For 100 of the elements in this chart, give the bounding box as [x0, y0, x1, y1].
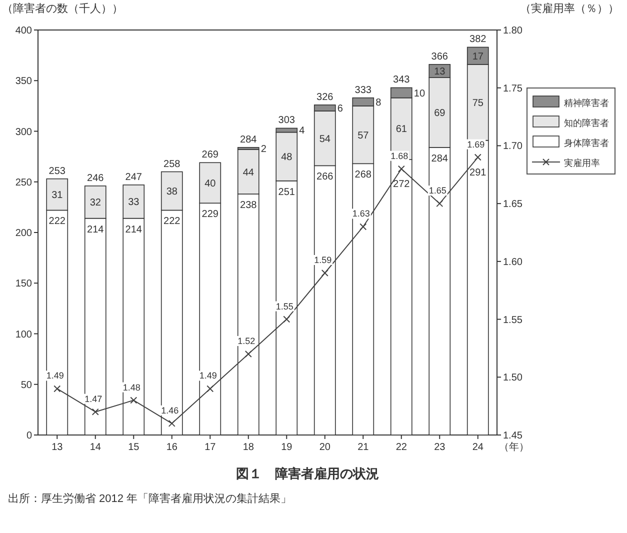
legend-label: 身体障害者	[564, 138, 609, 148]
y-axis-title: （障害者の数（千人））	[2, 2, 123, 15]
data-label: 75	[472, 98, 484, 109]
data-label: 1.49	[46, 370, 64, 381]
data-label: 40	[204, 178, 216, 190]
point	[360, 223, 367, 230]
data-label: 61	[396, 124, 408, 136]
text: 1.65	[503, 199, 522, 210]
data-label: 214	[125, 224, 142, 236]
x-tick-label: 16	[166, 442, 178, 453]
total-label: 333	[354, 84, 372, 96]
text: 1.80	[503, 26, 522, 36]
data-label: 17	[472, 51, 484, 62]
data-label: 32	[90, 198, 102, 209]
data-label: 1.69	[467, 139, 485, 150]
legend-label: 精神障害者	[564, 98, 609, 108]
data-label: 57	[358, 130, 370, 142]
point	[283, 316, 290, 323]
data-label: 8	[376, 97, 382, 108]
data-label: 238	[240, 200, 258, 212]
point	[168, 420, 176, 427]
x-tick-label: 15	[128, 442, 140, 453]
data-label: 1.55	[276, 301, 294, 312]
y-tick-label: 300	[15, 126, 32, 138]
data-label: 2	[260, 144, 267, 155]
text: 図１ 障害者雇用の状況	[236, 466, 379, 481]
y-tick-label: 50	[20, 380, 32, 391]
data-label: 229	[202, 209, 219, 220]
point	[474, 154, 482, 161]
data-label: 48	[281, 152, 293, 164]
total-label: 246	[87, 172, 104, 184]
y-tick-label: 400	[15, 26, 32, 36]
x-tick-label: 18	[242, 442, 254, 453]
legend-label: 実雇用率	[564, 158, 600, 168]
total-label: 253	[48, 166, 66, 177]
x-axis-title: （年）	[499, 441, 529, 453]
x-tick-label: 22	[396, 442, 408, 453]
y-tick-label: 350	[15, 76, 32, 88]
data-label: 1.59	[314, 255, 332, 265]
text: 1.70	[503, 141, 522, 152]
total-label: 269	[202, 150, 219, 161]
point	[92, 408, 99, 416]
data-label: 1.49	[199, 370, 217, 381]
total-label: 366	[431, 51, 448, 62]
data-label: 1.46	[161, 405, 179, 416]
data-label: 1.68	[390, 150, 408, 161]
x-tick-label: 24	[472, 442, 484, 453]
data-label: 291	[470, 167, 487, 178]
data-label: 54	[319, 134, 331, 145]
point	[244, 350, 252, 358]
text: 1.45	[503, 430, 522, 442]
data-label: 272	[393, 178, 410, 190]
x-tick-label: 19	[281, 442, 293, 453]
data-label: 1.48	[122, 382, 140, 392]
total-label: 284	[240, 134, 258, 146]
y-tick-label: 200	[15, 228, 32, 239]
data-label: 1.47	[84, 394, 102, 404]
text: 1.60	[503, 256, 522, 268]
text: 1.75	[503, 83, 522, 94]
total-label: 343	[393, 74, 410, 86]
y-tick-label: 100	[15, 329, 32, 340]
data-label: 284	[431, 153, 448, 164]
data-label: 251	[278, 186, 296, 198]
y2-axis-title: （実雇用率（％））	[520, 2, 619, 15]
data-label: 222	[48, 216, 66, 228]
total-label: 258	[164, 158, 181, 170]
y-tick-label: 0	[26, 430, 32, 442]
x-tick-label: 14	[90, 442, 102, 453]
data-label: 31	[52, 190, 64, 202]
point	[54, 385, 61, 392]
point	[321, 270, 328, 276]
data-label: 4	[299, 126, 306, 137]
x-tick-label: 17	[204, 442, 216, 453]
data-label: 1.65	[428, 186, 446, 196]
text: 出所：厚生労働省 2012 年「障害者雇用状況の集計結果」	[8, 492, 292, 505]
data-label: 266	[316, 172, 334, 183]
point	[130, 396, 138, 404]
data-label: 38	[166, 186, 178, 198]
text: 1.55	[503, 314, 522, 326]
data-label: 10	[414, 88, 426, 100]
data-label: 6	[337, 103, 344, 114]
data-label: 13	[434, 66, 446, 78]
data-label: 69	[434, 108, 446, 120]
total-label: 303	[278, 115, 296, 126]
total-label: 247	[125, 172, 142, 183]
data-label: 1.63	[352, 208, 370, 219]
x-tick-label: 23	[434, 442, 446, 453]
point	[206, 385, 214, 392]
x-tick-label: 21	[358, 442, 370, 453]
point	[398, 165, 405, 172]
y-tick-label: 150	[15, 278, 32, 290]
data-label: 1.52	[238, 336, 256, 346]
x-tick-label: 20	[319, 442, 331, 453]
data-label: 33	[128, 197, 140, 208]
total-label: 326	[316, 92, 334, 103]
text: 1.50	[503, 372, 522, 384]
x-tick-label: 13	[52, 442, 64, 453]
point	[436, 200, 444, 208]
total-label: 382	[470, 34, 487, 46]
y-tick-label: 250	[15, 177, 32, 188]
